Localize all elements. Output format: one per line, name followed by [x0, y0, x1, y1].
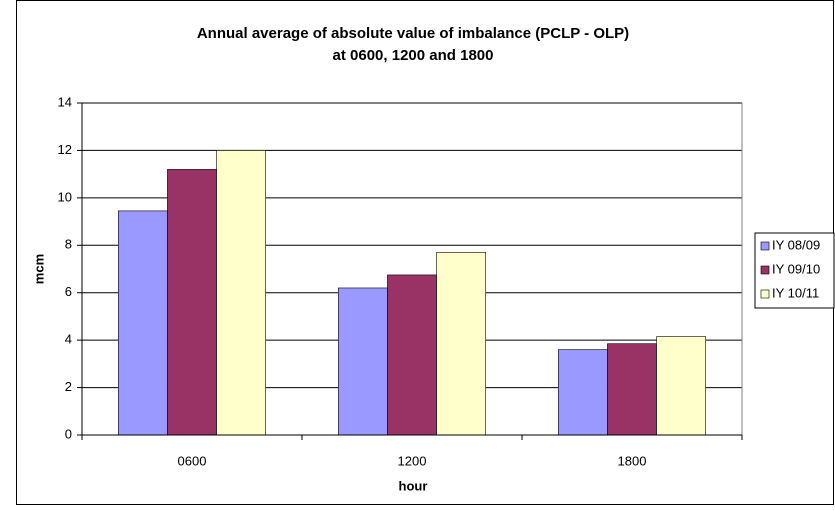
x-axis-title: hour [399, 478, 428, 493]
chart-title: at 0600, 1200 and 1800 [333, 47, 494, 64]
chart-title: Annual average of absolute value of imba… [197, 25, 629, 42]
y-tick-label: 6 [65, 284, 72, 299]
bar [118, 210, 168, 436]
legend-swatch [760, 241, 770, 251]
y-tick-label: 8 [65, 237, 72, 252]
bar [337, 287, 388, 436]
y-tick-label: 2 [65, 379, 72, 394]
y-tick-label: 10 [58, 189, 72, 204]
bar [436, 252, 487, 436]
bar [557, 349, 608, 436]
x-tick-label: 0600 [178, 453, 207, 468]
y-tick-label: 0 [65, 426, 72, 441]
y-tick-label: 14 [58, 94, 72, 109]
legend-swatch [760, 289, 770, 299]
x-tick-label: 1800 [618, 453, 647, 468]
bar [607, 343, 657, 436]
y-tick-label: 4 [65, 332, 72, 347]
legend-label: IY 10/11 [772, 285, 819, 300]
y-axis-title: mcm [31, 254, 46, 284]
bar [656, 336, 706, 436]
bar [387, 274, 437, 436]
legend-swatch [760, 265, 770, 275]
legend-label: IY 09/10 [772, 261, 820, 276]
bar [216, 150, 267, 436]
legend-label: IY 08/09 [772, 237, 820, 252]
y-tick-label: 12 [58, 142, 72, 157]
bar [167, 169, 217, 436]
x-tick-label: 1200 [398, 453, 427, 468]
